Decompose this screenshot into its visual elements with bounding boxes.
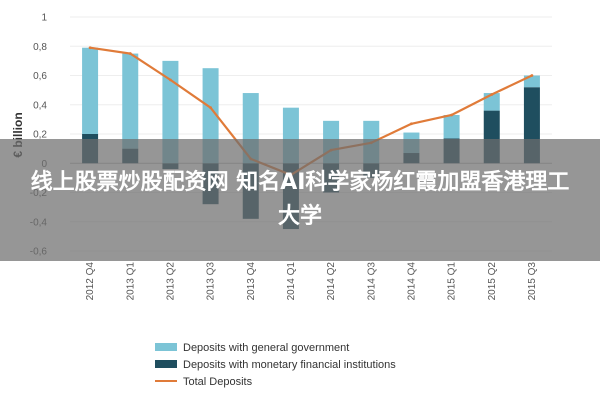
legend-swatch-general-government (155, 343, 177, 351)
y-tick-label: 0,4 (33, 100, 47, 111)
y-tick-label: 0,2 (33, 130, 47, 141)
x-tick-label: 2014 Q2 (326, 262, 337, 301)
x-tick-label: 2014 Q4 (406, 262, 417, 301)
y-tick-label: 0,8 (33, 42, 47, 53)
bar-general-government (523, 75, 540, 88)
total-deposits-point (490, 93, 494, 96)
x-tick-label: 2013 Q3 (206, 262, 217, 301)
x-tick-label: 2015 Q3 (527, 262, 538, 301)
x-tick-label: 2014 Q1 (286, 262, 297, 301)
legend-swatch-monetary-institutions (155, 360, 177, 368)
total-deposits-point (450, 113, 453, 117)
x-tick-label: 2013 Q1 (125, 262, 136, 301)
legend-label-monetary-institutions: Deposits with monetary financial institu… (183, 359, 396, 371)
x-tick-label: 2013 Q4 (246, 262, 257, 301)
x-tick-label: 2012 Q4 (85, 262, 96, 301)
y-tick-label: 1 (41, 13, 47, 24)
x-tick-labels: 2012 Q4 2013 Q1 2013 Q2 2013 Q3 2013 Q4 2014 … (85, 262, 538, 301)
total-deposits-point (128, 52, 132, 55)
bar-general-government (82, 47, 99, 134)
x-tick-label: 2013 Q2 (165, 262, 176, 301)
legend-label-general-government: Deposits with general government (183, 342, 349, 354)
total-deposits-point (209, 106, 212, 110)
y-tick-label: 0,6 (33, 71, 47, 82)
overlay-text: 线上股票炒股配资网 知名AI科学家杨红霞加盟香港理工大学 (30, 170, 570, 229)
total-deposits-point (88, 46, 92, 50)
legend-label-total-deposits: Total Deposits (183, 376, 253, 388)
x-tick-label: 2015 Q2 (487, 262, 498, 301)
legend: Deposits with general government Deposit… (155, 342, 396, 388)
bar-general-government (443, 114, 460, 139)
total-deposits-point (410, 122, 413, 126)
total-deposits-point (169, 78, 172, 82)
bar-general-government (122, 53, 139, 149)
total-deposits-point (530, 74, 534, 77)
bar-general-government (162, 60, 179, 164)
x-tick-label: 2015 Q1 (447, 262, 458, 301)
x-tick-label: 2014 Q3 (366, 262, 377, 301)
overlay-banner: 线上股票炒股配资网 知名AI科学家杨红霞加盟香港理工大学 (0, 139, 600, 261)
